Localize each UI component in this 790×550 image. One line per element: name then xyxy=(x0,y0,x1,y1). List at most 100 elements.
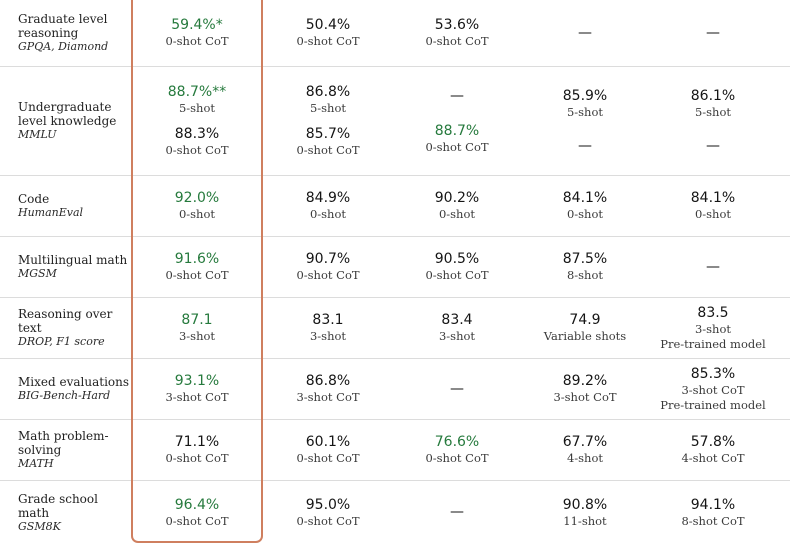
score-cell: 86.8% 3-shot CoT xyxy=(263,359,393,419)
table-row: Mixed evaluations BIG-Bench-Hard 93.1% 3-… xyxy=(0,359,790,420)
no-score-dash: — xyxy=(706,137,720,154)
shot-setting: 3-shot xyxy=(694,321,732,336)
score-cell: 84.1% 0-shot xyxy=(649,176,777,236)
score-cell: 59.4%* 0-shot CoT xyxy=(131,0,263,66)
score-cell: 67.7% 4-shot xyxy=(521,420,649,480)
row-label: Mixed evaluations BIG-Bench-Hard xyxy=(18,359,130,419)
score-value: 67.7% xyxy=(562,434,608,450)
shot-setting: 3-shot CoT xyxy=(681,382,745,397)
shot-setting: 8-shot CoT xyxy=(681,513,745,528)
benchmark-subtitle: GSM8K xyxy=(18,519,61,533)
shot-setting: 0-shot CoT xyxy=(425,34,489,48)
score-value: 85.9% xyxy=(562,87,608,104)
model-note: Pre-trained model xyxy=(660,336,766,351)
score-cell: 88.7%** 5-shot 88.3% 0-shot CoT xyxy=(131,67,263,175)
benchmark-subtitle: BIG-Bench-Hard xyxy=(18,389,111,402)
score-value: 90.5% xyxy=(434,251,480,267)
score-cell: 76.6% 0-shot CoT xyxy=(393,420,521,480)
shot-setting: 0-shot CoT xyxy=(425,451,489,465)
score-cell: 57.8% 4-shot CoT xyxy=(649,420,777,480)
score-value: 83.5 xyxy=(697,304,729,321)
no-score-dash: — xyxy=(706,24,720,41)
score-cell: 96.4% 0-shot CoT xyxy=(131,481,263,544)
shot-setting: 0-shot xyxy=(438,207,476,221)
score-cell: 83.5 3-shot Pre-trained model xyxy=(649,298,777,358)
score-cell: 90.8% 11-shot xyxy=(521,481,649,544)
score-value: 86.8% xyxy=(305,373,351,389)
shot-setting: 0-shot CoT xyxy=(165,34,229,48)
score-cell: 84.1% 0-shot xyxy=(521,176,649,236)
score-value: 50.4% xyxy=(305,17,351,33)
score-value: 84.1% xyxy=(690,190,736,206)
shot-setting: 3-shot CoT xyxy=(296,390,360,404)
table-row: Undergraduate level knowledge MMLU 88.7%… xyxy=(0,67,790,176)
score-value: 93.1% xyxy=(174,373,220,389)
score-cell: 92.0% 0-shot xyxy=(131,176,263,236)
shot-setting: 0-shot CoT xyxy=(165,268,229,282)
score-value: 53.6% xyxy=(434,17,480,33)
shot-setting: 3-shot xyxy=(438,329,476,343)
score-value: 89.2% xyxy=(562,373,608,389)
row-label: Graduate level reasoning GPQA, Diamond xyxy=(18,0,130,66)
no-score-dash: — xyxy=(450,380,464,397)
shot-setting: 0-shot xyxy=(566,207,604,221)
score-cell: 85.9% 5-shot — xyxy=(521,67,649,175)
score-cell: 90.2% 0-shot xyxy=(393,176,521,236)
shot-setting: 0-shot CoT xyxy=(296,513,360,528)
score-cell: 94.1% 8-shot CoT xyxy=(649,481,777,544)
score-value: 74.9 xyxy=(569,312,601,328)
row-label: Math problem-solving MATH xyxy=(18,420,130,480)
score-value: 84.9% xyxy=(305,190,351,206)
shot-setting: 3-shot CoT xyxy=(553,390,617,404)
score-value: 88.7%** xyxy=(167,84,227,100)
shot-setting: 0-shot xyxy=(178,207,216,221)
shot-setting: 0-shot CoT xyxy=(425,268,489,282)
shot-setting: 0-shot CoT xyxy=(165,143,229,157)
score-value: 57.8% xyxy=(690,434,736,450)
shot-setting: 5-shot xyxy=(178,101,216,115)
score-value: 76.6% xyxy=(434,434,480,450)
score-value: 96.4% xyxy=(174,496,220,513)
score-value: 87.1 xyxy=(181,312,213,328)
benchmark-subtitle: MMLU xyxy=(18,128,57,141)
score-cell: — xyxy=(393,359,521,419)
score-cell: 85.3% 3-shot CoT Pre-trained model xyxy=(649,359,777,419)
shot-setting: 0-shot CoT xyxy=(296,268,360,282)
score-cell: 50.4% 0-shot CoT xyxy=(263,0,393,66)
score-value: 60.1% xyxy=(305,434,351,450)
shot-setting: 4-shot CoT xyxy=(681,451,745,465)
score-cell: 87.1 3-shot xyxy=(131,298,263,358)
table-row: Grade school math GSM8K 96.4% 0-shot CoT … xyxy=(0,481,790,544)
shot-setting: 5-shot xyxy=(694,104,732,119)
shot-setting: 0-shot CoT xyxy=(165,513,229,528)
score-cell: 60.1% 0-shot CoT xyxy=(263,420,393,480)
shot-setting: 3-shot xyxy=(309,329,347,343)
score-value: 84.1% xyxy=(562,190,608,206)
shot-setting: 0-shot CoT xyxy=(425,139,489,154)
benchmark-subtitle: MATH xyxy=(18,457,54,470)
score-value: 86.8% xyxy=(305,84,351,100)
no-score-dash: — xyxy=(450,87,464,104)
shot-setting: 5-shot xyxy=(566,104,604,119)
shot-setting: 0-shot xyxy=(694,207,732,221)
benchmark-name: Code xyxy=(18,192,50,206)
score-cell: 87.5% 8-shot xyxy=(521,237,649,297)
score-cell: 86.8% 5-shot 85.7% 0-shot CoT xyxy=(263,67,393,175)
score-value: 90.7% xyxy=(305,251,351,267)
benchmark-name: Mixed evaluations xyxy=(18,375,130,389)
score-value: 71.1% xyxy=(174,434,220,450)
benchmark-name: Math problem-solving xyxy=(18,429,109,457)
score-value: 83.4 xyxy=(441,312,473,328)
benchmark-subtitle: DROP, F1 score xyxy=(18,335,105,348)
score-cell: 90.5% 0-shot CoT xyxy=(393,237,521,297)
row-label: Reasoning over text DROP, F1 score xyxy=(18,298,130,358)
shot-setting: 0-shot CoT xyxy=(165,451,229,465)
benchmark-name: Grade school math xyxy=(18,491,98,520)
table-row: Multilingual math MGSM 91.6% 0-shot CoT 9… xyxy=(0,237,790,298)
score-cell: 89.2% 3-shot CoT xyxy=(521,359,649,419)
row-label: Multilingual math MGSM xyxy=(18,237,130,297)
score-value: 92.0% xyxy=(174,190,220,206)
score-value: 88.3% xyxy=(174,126,220,142)
benchmark-subtitle: MGSM xyxy=(18,267,57,280)
model-note: Pre-trained model xyxy=(660,397,766,412)
